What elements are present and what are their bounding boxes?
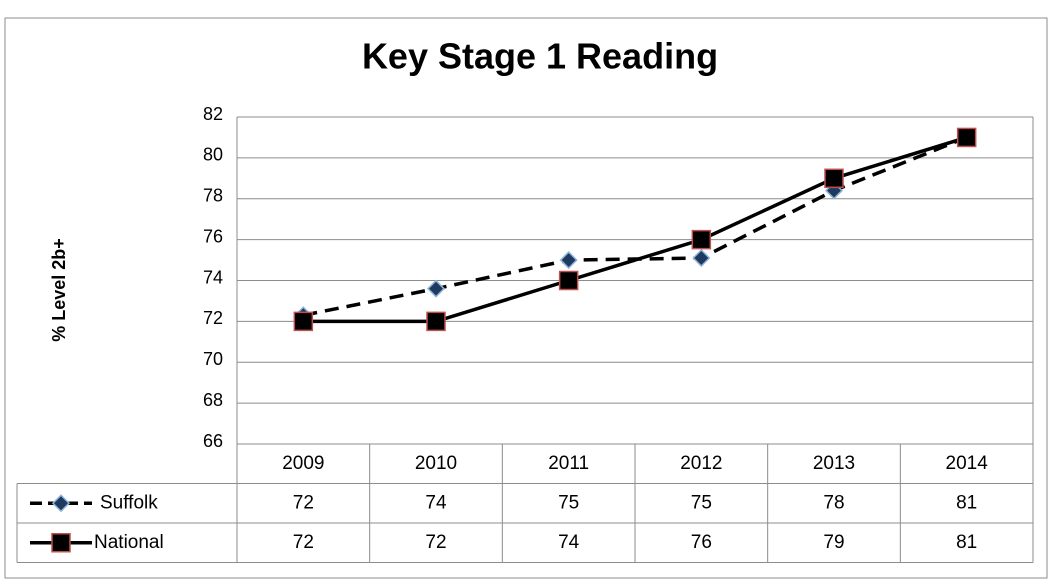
- chart-title: Key Stage 1 Reading: [362, 36, 718, 77]
- y-tick-label: 82: [203, 104, 223, 124]
- y-tick-label: 74: [203, 267, 223, 287]
- x-tick-label: 2013: [813, 453, 855, 474]
- legend-marker: [51, 494, 71, 513]
- x-tick-label: 2009: [282, 453, 324, 474]
- table-cell: 78: [823, 492, 844, 513]
- x-tick-label: 2010: [415, 453, 457, 474]
- marker: [426, 311, 446, 332]
- y-tick-label: 80: [203, 145, 223, 165]
- table-cell: 79: [823, 532, 844, 553]
- table-cell: 81: [956, 492, 977, 513]
- y-tick-label: 68: [203, 390, 223, 410]
- marker: [824, 168, 844, 189]
- marker: [293, 311, 314, 332]
- table-cell: 72: [425, 532, 446, 553]
- table-cell: 81: [956, 532, 977, 553]
- y-tick-label: 78: [203, 186, 223, 206]
- table-cell: 72: [293, 492, 314, 513]
- marker: [692, 248, 711, 268]
- marker: [559, 251, 578, 270]
- legend-label: Suffolk: [100, 492, 158, 513]
- x-tick-label: 2014: [946, 453, 989, 474]
- x-tick-label: 2012: [680, 453, 722, 474]
- marker: [691, 229, 712, 250]
- chart-border: [4, 17, 1048, 579]
- x-tick-label: 2011: [548, 453, 589, 474]
- y-tick-label: 72: [203, 308, 223, 328]
- marker: [558, 270, 579, 291]
- table-cell: 72: [293, 532, 314, 553]
- legend-label: National: [94, 532, 164, 553]
- series-line: [303, 135, 968, 324]
- marker: [426, 279, 446, 298]
- table-cell: 74: [425, 492, 447, 513]
- table-cell: 76: [691, 532, 712, 553]
- y-tick-label: 70: [203, 349, 223, 369]
- table-cell: 75: [691, 492, 712, 513]
- y-axis-label: % Level 2b+: [49, 238, 69, 342]
- y-tick-label: 66: [203, 431, 223, 451]
- legend-marker: [51, 533, 71, 553]
- table-cell: 74: [558, 532, 580, 553]
- table-cell: 75: [558, 492, 579, 513]
- marker: [956, 127, 977, 148]
- y-tick-label: 76: [203, 226, 223, 246]
